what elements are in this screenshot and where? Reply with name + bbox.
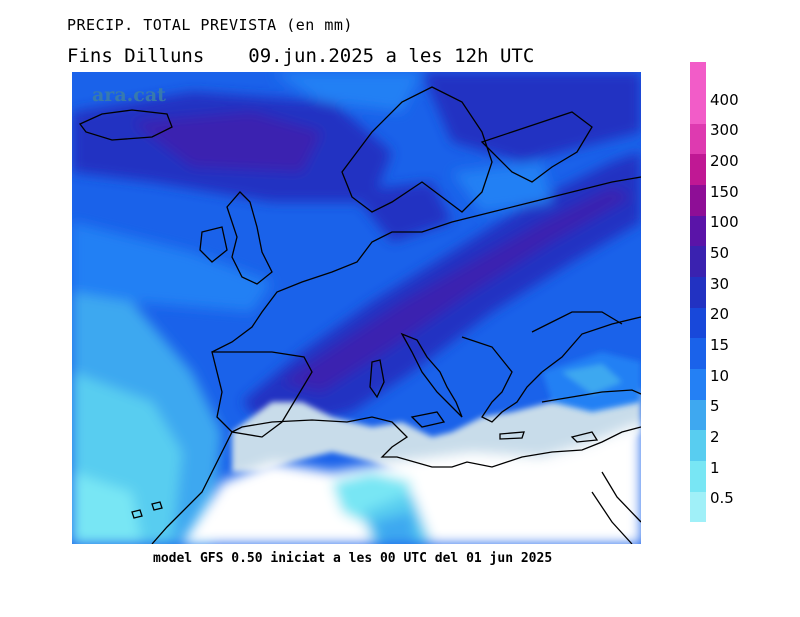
legend-swatch: [690, 307, 706, 339]
legend-label: 5: [710, 397, 720, 416]
valid-datetime: 09.jun.2025 a les 12h UTC: [248, 45, 535, 67]
legend-swatch: [690, 62, 706, 94]
map-title: PRECIP. TOTAL PREVISTA (en mm): [67, 16, 353, 34]
valid-day: Fins Dilluns: [67, 45, 205, 67]
legend-swatch: [690, 276, 706, 308]
legend-swatch: [690, 430, 706, 462]
legend-label: 150: [710, 182, 739, 201]
precipitation-map: ara.cat: [72, 72, 641, 544]
legend-label: 100: [710, 213, 739, 232]
legend-label: 400: [710, 90, 739, 109]
watermark-logo: ara.cat: [92, 84, 166, 106]
legend-label: 50: [710, 244, 730, 262]
legend-swatch: [690, 368, 706, 400]
legend-swatch: [690, 154, 706, 186]
coastlines: [78, 86, 641, 544]
legend-swatch: [690, 92, 706, 124]
legend-swatch: [690, 246, 706, 278]
legend-swatch: [690, 184, 706, 216]
legend-swatch: [690, 123, 706, 155]
model-run-footer: model GFS 0.50 iniciat a les 00 UTC del …: [153, 551, 553, 566]
legend-label: 0.5: [710, 489, 734, 508]
legend-label: 200: [710, 152, 739, 170]
legend-label: 30: [710, 274, 730, 293]
legend-label: 1: [710, 458, 720, 477]
precipitation-field: [72, 72, 641, 544]
legend-label: 300: [710, 121, 739, 140]
legend-swatch: [690, 460, 706, 492]
legend-swatch: [690, 215, 706, 247]
legend-label: 15: [710, 336, 730, 354]
legend-swatch: [690, 338, 706, 370]
legend-swatch: [690, 399, 706, 431]
legend-label: 10: [710, 366, 730, 385]
color-legend: [690, 62, 706, 523]
legend-label: 2: [710, 428, 720, 446]
map-subtitle: Fins Dilluns 09.jun.2025 a les 12h UTC: [67, 45, 578, 67]
legend-swatch: [690, 491, 706, 523]
legend-label: 20: [710, 305, 730, 324]
